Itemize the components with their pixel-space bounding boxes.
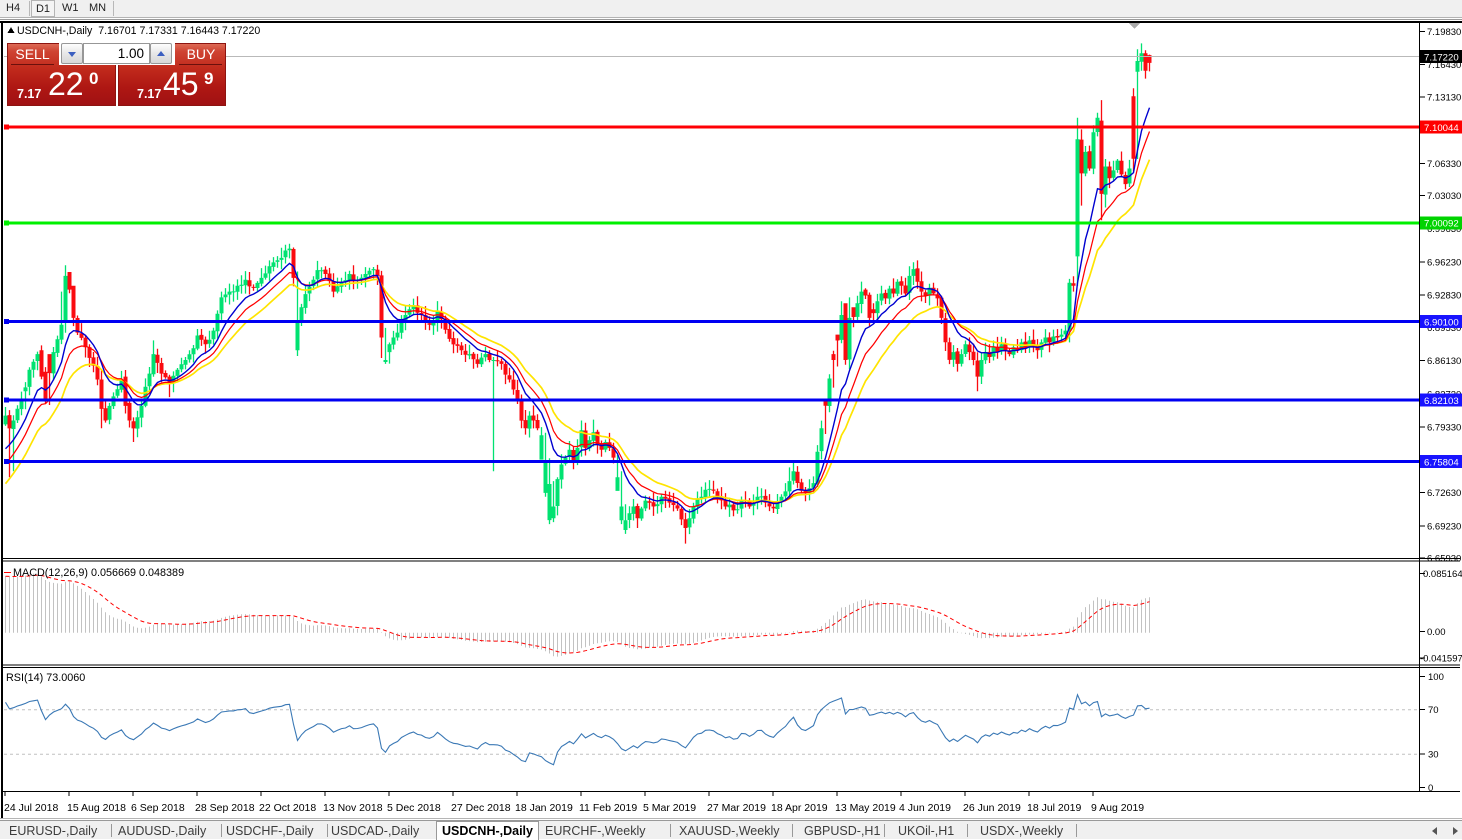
svg-text:6.89530: 6.89530 [1427, 323, 1461, 334]
svg-text:7.03030: 7.03030 [1427, 191, 1461, 202]
svg-text:15 Aug 2018: 15 Aug 2018 [67, 802, 126, 814]
svg-text:9 Aug 2019: 9 Aug 2019 [1091, 802, 1144, 814]
svg-text:6.96230: 6.96230 [1427, 258, 1461, 269]
svg-text:0.085164: 0.085164 [1423, 569, 1462, 580]
svg-text:6.99630: 6.99630 [1427, 224, 1461, 235]
svg-text:6.75804: 6.75804 [1424, 457, 1459, 468]
svg-text:6.82103: 6.82103 [1424, 396, 1459, 407]
svg-text:13 Nov 2018: 13 Nov 2018 [323, 802, 383, 814]
svg-text:27 Dec 2018: 27 Dec 2018 [451, 802, 511, 814]
svg-text:6.79330: 6.79330 [1427, 423, 1461, 434]
svg-text:11 Feb 2019: 11 Feb 2019 [579, 802, 637, 814]
svg-text:5 Dec 2018: 5 Dec 2018 [387, 802, 441, 814]
svg-text:6.90100: 6.90100 [1424, 317, 1459, 328]
svg-text:6.65930: 6.65930 [1427, 554, 1461, 565]
svg-text:18 Jul 2019: 18 Jul 2019 [1027, 802, 1081, 814]
svg-text:USDCNH-,Daily 7.16701 7.17331: USDCNH-,Daily 7.16701 7.17331 7.16443 7.… [17, 25, 260, 37]
svg-text:28 Sep 2018: 28 Sep 2018 [195, 802, 255, 814]
svg-text:7.16430: 7.16430 [1427, 60, 1461, 71]
svg-text:7.10044: 7.10044 [1424, 123, 1459, 134]
svg-text:24 Jul 2018: 24 Jul 2018 [4, 802, 58, 814]
svg-text:6.92830: 6.92830 [1427, 291, 1461, 302]
svg-text:0.00: 0.00 [1427, 627, 1446, 638]
svg-text:-0.041597: -0.041597 [1420, 654, 1462, 665]
svg-text:7.00092: 7.00092 [1424, 219, 1459, 230]
svg-text:7.06330: 7.06330 [1427, 159, 1461, 170]
svg-text:4 Jun 2019: 4 Jun 2019 [899, 802, 951, 814]
svg-text:7.17220: 7.17220 [1424, 52, 1459, 63]
svg-text:27 Mar 2019: 27 Mar 2019 [707, 802, 766, 814]
svg-text:30: 30 [1428, 750, 1439, 761]
svg-text:13 May 2019: 13 May 2019 [835, 802, 896, 814]
svg-text:18 Jan 2019: 18 Jan 2019 [515, 802, 573, 814]
svg-text:5 Mar 2019: 5 Mar 2019 [643, 802, 696, 814]
svg-text:6.72630: 6.72630 [1427, 488, 1461, 499]
svg-text:6.69230: 6.69230 [1427, 521, 1461, 532]
svg-text:6 Sep 2018: 6 Sep 2018 [131, 802, 185, 814]
svg-text:7.19830: 7.19830 [1427, 27, 1461, 38]
svg-text:70: 70 [1428, 705, 1439, 716]
svg-text:7.13130: 7.13130 [1427, 92, 1461, 103]
svg-text:0: 0 [1428, 783, 1433, 794]
svg-text:26 Jun 2019: 26 Jun 2019 [963, 802, 1021, 814]
svg-text:18 Apr 2019: 18 Apr 2019 [771, 802, 828, 814]
svg-text:MACD(12,26,9) 0.056669 0.04838: MACD(12,26,9) 0.056669 0.048389 [13, 567, 184, 579]
svg-text:RSI(14) 73.0060: RSI(14) 73.0060 [6, 672, 85, 684]
svg-text:6.86130: 6.86130 [1427, 356, 1461, 367]
svg-text:22 Oct 2018: 22 Oct 2018 [259, 802, 316, 814]
svg-text:100: 100 [1428, 672, 1444, 683]
